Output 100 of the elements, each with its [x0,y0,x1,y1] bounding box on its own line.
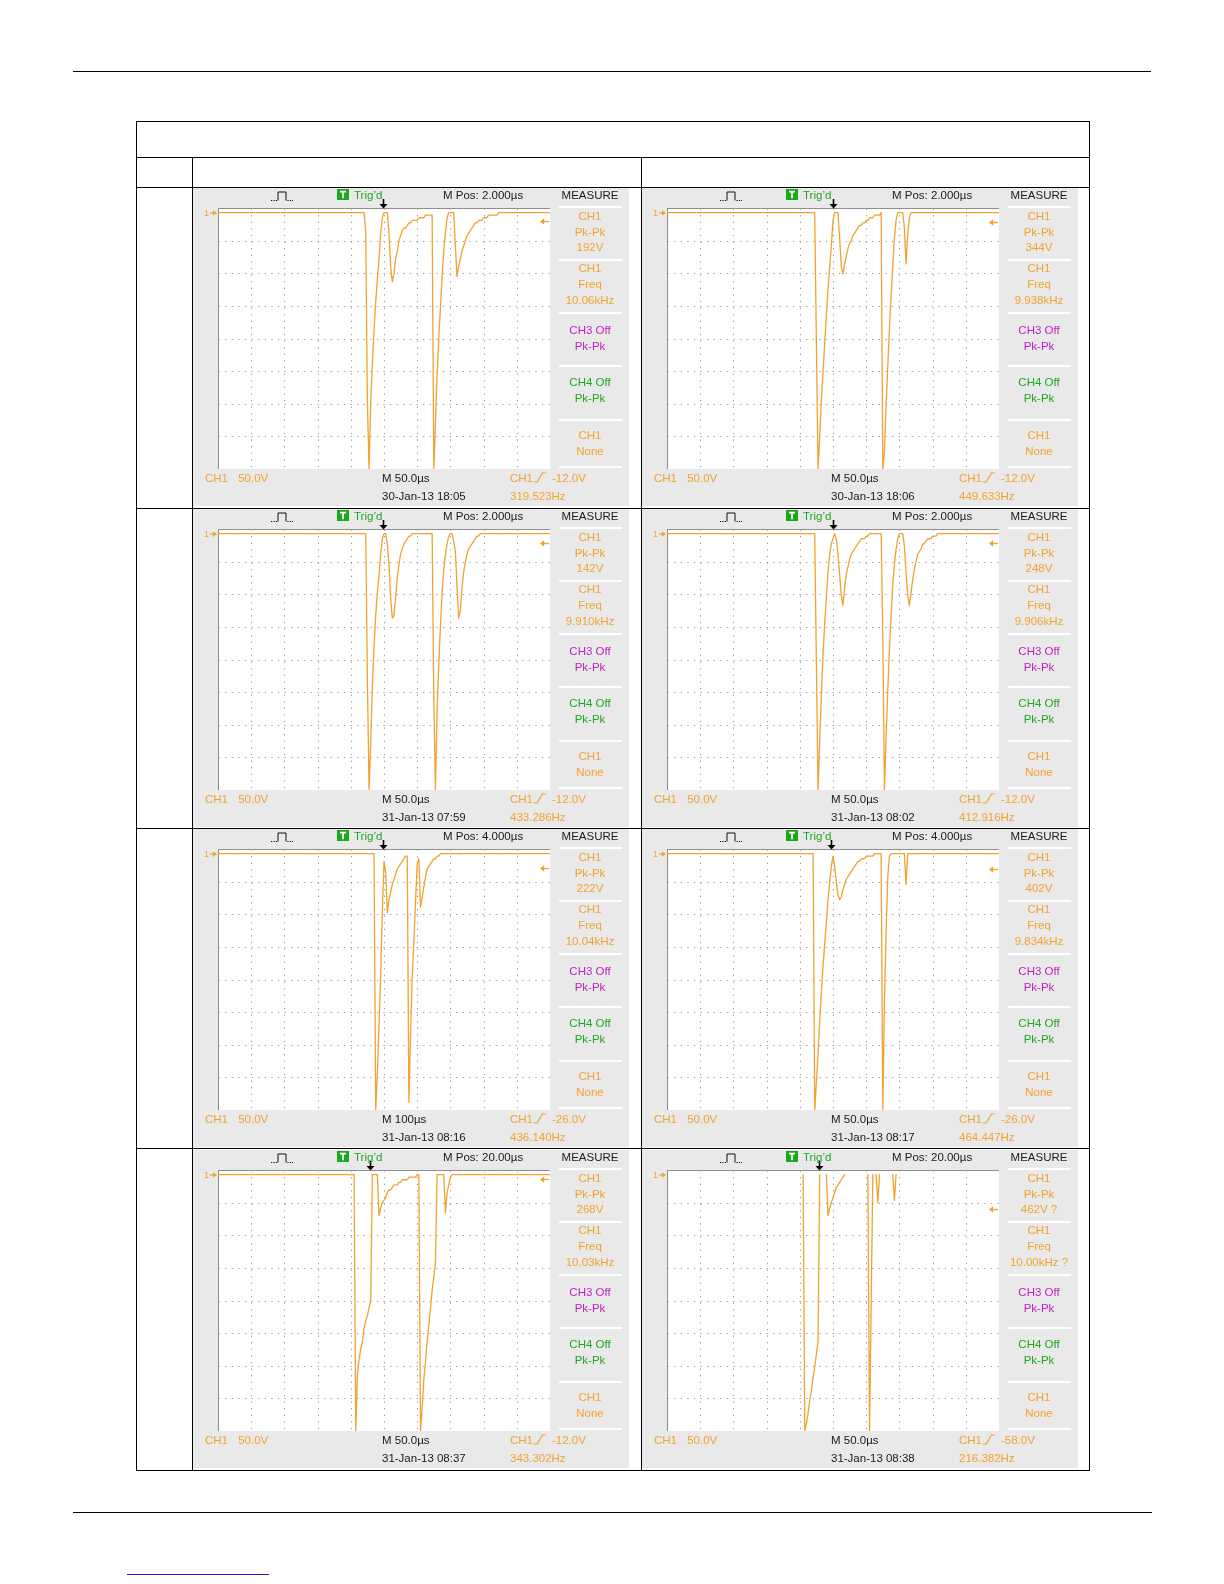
text: -12.0V [1001,471,1035,485]
text: -12.0V [552,792,586,806]
text: 10.03kHz [565,1256,615,1269]
text: CH1 50.0V [205,471,269,485]
text: CH1 [1027,583,1051,596]
text: Freq [1027,919,1051,932]
text: 10.06kHz [565,294,615,307]
text: 10.04kHz [565,935,615,948]
text: CH4 Off [569,376,611,389]
text: 222V [576,881,604,895]
text: None [1025,445,1053,458]
text: CH1 [510,1433,534,1447]
text: None [576,1086,604,1099]
text: CH3 Off [569,1285,611,1299]
text: CH1 50.0V [654,1112,718,1126]
text: Pk-Pk [574,1033,606,1046]
text: MEASURE [1010,1150,1068,1164]
text: CH1 [578,583,602,596]
text: Pk-Pk [1023,546,1055,560]
text: CH1 [1027,1070,1051,1083]
text: Freq [578,1240,602,1253]
text: Pk-Pk [574,339,606,353]
text: CH1 [1027,850,1051,864]
text: Freq [578,278,602,291]
text: 9.906kHz [1014,615,1064,628]
text: CH1 [578,750,602,763]
text: CH4 Off [1018,697,1060,710]
text: CH1 [578,429,602,442]
text: Pk-Pk [574,1187,606,1201]
text: CH1 [578,903,602,916]
text: M Pos: 2.000µs [892,188,973,202]
text: Freq [578,919,602,932]
text: Pk-Pk [574,713,606,726]
text: 30-Jan-13 18:05 [382,489,466,503]
text: Pk-Pk [574,866,606,880]
text: CH1 50.0V [654,792,718,806]
text: Pk-Pk [574,1301,606,1315]
text: Trig’d [354,829,383,843]
text: CH3 Off [1018,323,1060,337]
text: CH1 [578,850,602,864]
text: CH4 Off [569,1338,611,1351]
text: 433.286Hz [510,810,566,824]
text: Pk-Pk [1023,980,1055,994]
text: Pk-Pk [574,1354,606,1367]
text: CH1 [1027,750,1051,763]
text: 31-Jan-13 08:02 [831,810,915,824]
text: CH1 50.0V [205,1433,269,1447]
text: 319.523Hz [510,489,566,503]
text: CH1 [959,1433,983,1447]
text: 31-Jan-13 07:59 [382,810,466,824]
text: CH3 Off [1018,964,1060,978]
text: CH1 [510,1112,534,1126]
text: 1 [204,527,210,541]
text: Pk-Pk [1023,713,1055,726]
text: Pk-Pk [574,980,606,994]
text: 462V ? [1020,1202,1058,1216]
text: CH1 [1027,1391,1051,1404]
text: CH1 [1027,530,1051,544]
text: Freq [1027,278,1051,291]
text: 1 [653,206,659,220]
text: Trig’d [354,1150,383,1164]
text: MEASURE [561,829,619,843]
text: Pk-Pk [574,225,606,239]
text: 343.302Hz [510,1451,566,1465]
text: None [1025,1086,1053,1099]
text: -12.0V [552,1433,586,1447]
text: None [576,445,604,458]
text: 31-Jan-13 08:37 [382,1451,466,1465]
text: M Pos: 20.00µs [443,1150,524,1164]
text: None [1025,766,1053,779]
text: CH3 Off [569,323,611,337]
text: 1 [653,847,659,861]
text: CH3 Off [1018,1285,1060,1299]
text: CH1 [959,1112,983,1126]
text: 1 [204,206,210,220]
text: MEASURE [561,1150,619,1164]
text: 142V [576,561,604,575]
text: None [576,766,604,779]
text: 248V [1025,561,1053,575]
text: CH1 [578,1224,602,1237]
text: CH3 Off [569,644,611,658]
text: 449.633Hz [959,489,1015,503]
text: 344V [1025,240,1053,254]
text: M 50.0µs [382,1433,430,1447]
text: 1 [204,847,210,861]
text: CH1 [578,1391,602,1404]
text: CH1 [1027,1224,1051,1237]
text: CH4 Off [1018,1017,1060,1030]
text: 1 [204,1168,210,1182]
text: CH1 [959,792,983,806]
text: Pk-Pk [574,660,606,674]
text: CH1 [959,471,983,485]
text: CH1 [578,1070,602,1083]
text: Trig’d [354,509,383,523]
text: 402V [1025,881,1053,895]
text: 268V [576,1202,604,1216]
text: Trig’d [803,829,832,843]
text: Freq [1027,1240,1051,1253]
text: Pk-Pk [1023,866,1055,880]
text: Pk-Pk [1023,660,1055,674]
